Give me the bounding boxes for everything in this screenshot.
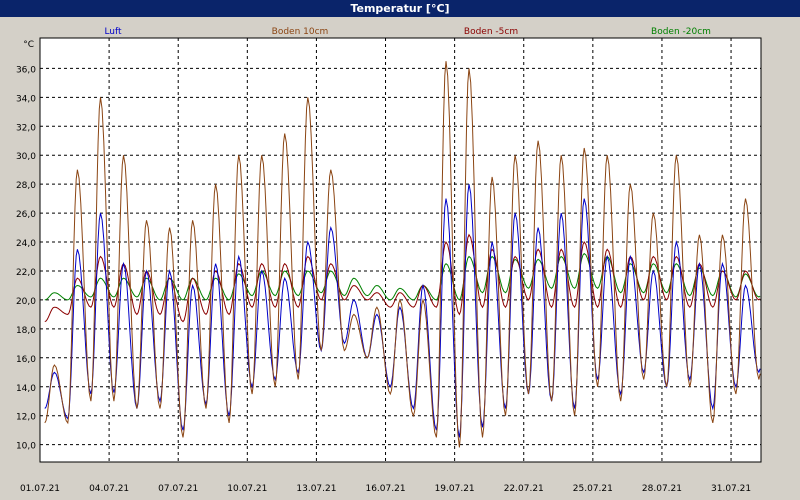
series-line-boden5 — [44, 233, 761, 323]
legend-item: Boden -5cm — [464, 27, 518, 37]
x-tick-label: 28.07.21 — [642, 484, 682, 494]
x-tick-label: 13.07.21 — [296, 484, 336, 494]
x-tick-label: 04.07.21 — [89, 484, 129, 494]
y-tick-label: 26,0 — [16, 210, 36, 220]
y-tick-label: 30,0 — [16, 152, 36, 162]
series-line-boden10 — [44, 61, 761, 448]
x-tick-label: 16.07.21 — [365, 484, 405, 494]
x-tick-label: 07.07.21 — [158, 484, 198, 494]
y-tick-label: 24,0 — [16, 239, 36, 249]
y-tick-label: 18,0 — [16, 326, 36, 336]
y-tick-label: 28,0 — [16, 181, 36, 191]
y-tick-label: 10,0 — [16, 442, 36, 452]
y-axis-unit: °C — [23, 40, 34, 50]
x-tick-label: 10.07.21 — [227, 484, 267, 494]
x-tick-label: 19.07.21 — [435, 484, 475, 494]
y-tick-label: 22,0 — [16, 268, 36, 278]
legend-item: Boden 10cm — [272, 27, 329, 37]
y-tick-label: 12,0 — [16, 413, 36, 423]
plot-area — [39, 37, 762, 463]
y-tick-label: 16,0 — [16, 355, 36, 365]
legend-item: Luft — [104, 27, 122, 37]
temperature-chart: 10,0 12,0 14,0 16,0 18,0 20,0 22,0 24,0 26,0 28,0… — [16, 27, 762, 494]
x-tick-label: 31.07.21 — [711, 484, 751, 494]
x-tick-label: 22.07.21 — [504, 484, 544, 494]
y-tick-label: 32,0 — [16, 123, 36, 133]
x-tick-label: 01.07.21 — [20, 484, 60, 494]
x-tick-label: 25.07.21 — [573, 484, 613, 494]
y-tick-label: 14,0 — [16, 384, 36, 394]
legend-item: Boden -20cm — [651, 27, 711, 37]
series-line-boden20 — [44, 252, 761, 301]
window-title: Temperatur [°C] — [0, 0, 800, 17]
y-tick-label: 20,0 — [16, 297, 36, 307]
y-tick-label: 34,0 — [16, 94, 36, 104]
y-tick-label: 36,0 — [16, 65, 36, 75]
